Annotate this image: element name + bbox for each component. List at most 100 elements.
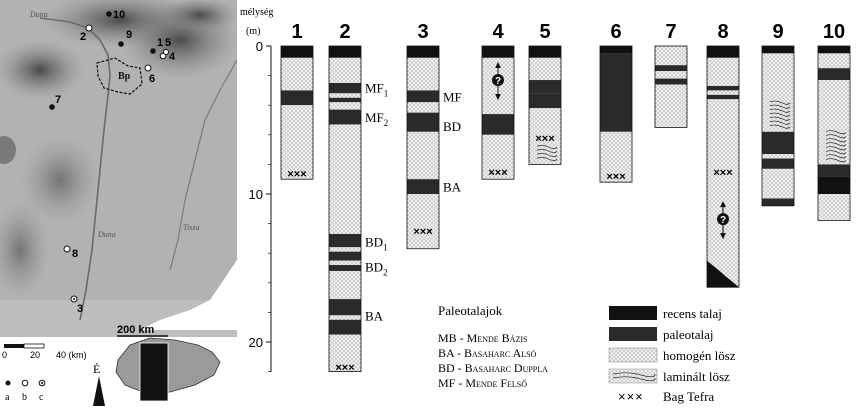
paleosol-item: BD - Basaharc Duppla [438,361,548,375]
depth-axis-title: mélység [240,7,273,18]
layer-paleo [329,233,361,248]
column-number: 6 [610,21,621,43]
layer-homogen [407,131,439,180]
column-4: 4 ×××? [481,21,515,180]
location-map: Duna Duna Tisza Bp 1 2 3 4 5 6 7 8 9 10 … [0,0,240,415]
horizon-label: MF2 [365,110,388,128]
column-outline [406,45,440,250]
layer-homogen [707,90,739,95]
layer-laminalt [762,97,794,132]
layer-recens [407,46,439,58]
tephra-mark: ××× [606,171,625,183]
depth-tick-label: 20 [249,335,263,350]
layer-paleo [482,114,514,135]
column-number: 1 [291,21,302,43]
lamination-lines [769,100,791,129]
layer-paleo [329,265,361,271]
layer-paleo [407,90,439,103]
site-marker-8 [63,245,71,253]
layer-homogen [529,57,561,81]
bukk-hills [160,0,240,33]
layer-homogen [482,134,514,180]
horizon-label: MF [443,89,462,104]
layer-homogen [407,102,439,113]
site-marker-4 [159,52,167,60]
outside-area [140,260,237,330]
north-arrow-icon [93,376,105,406]
layer-homogen [407,194,439,249]
site-label-10: 10 [113,9,125,21]
layer-homogen [655,46,687,66]
river-label-danube-south: Duna [97,230,116,239]
column-outline [817,45,851,222]
depth-tick-label: 10 [249,187,263,202]
column-outline [761,45,795,207]
column-number: 2 [339,21,350,43]
site-label-7: 7 [55,94,61,106]
layer-recens [762,46,794,54]
site-label-8: 8 [72,248,78,260]
svg-text:?: ? [495,76,501,87]
river-label-tisza: Tisza [183,223,199,232]
layer-paleo [762,198,794,206]
layer-paleo-wedge [707,260,739,288]
layer-homogen [329,270,361,300]
legend-swatch-recens [609,306,657,320]
layer-recens [329,46,361,58]
legend-tephra-symbol: ××× [618,389,644,404]
site-marker-10 [106,11,112,17]
scale-label-0: 0 [2,350,7,360]
column-9: 9 [761,21,795,207]
column-outline [280,45,314,180]
uncertain-depth-icon [492,74,504,87]
site-marker-1 [150,48,156,54]
layer-paleo [329,83,361,94]
layer-recens [600,46,632,54]
tisza-river [169,59,238,271]
layer-homogen [762,53,794,98]
column-8: 8 ×××? [706,21,740,288]
paleosol-item: MB - Mende Bázis [438,331,527,345]
column-number: 8 [717,21,728,43]
paleosol-item: MF - Mende Felső [438,376,527,390]
horizon-label: MF1 [365,80,388,98]
layer-paleo [329,109,361,125]
layer-paleo [707,85,739,91]
site-marker-7 [49,104,55,110]
tephra-mark: ××× [287,168,306,180]
southwest-hills [0,200,50,300]
legend-label-b: b [22,392,27,403]
layer-recens [818,46,850,54]
layer-homogen [600,131,632,183]
layer-paleo [281,90,313,106]
river-label-danube-north: Duna [29,10,48,19]
depth-axis: mélység (m) 0 10 20 [240,7,273,372]
site-marker-9 [118,41,124,47]
legend-swatch-paleo [609,327,657,341]
layer-homogen [762,168,794,199]
layer-homogen [818,53,850,69]
mecsek-hills [20,135,100,225]
column-outline [654,45,688,128]
layer-homogen [281,57,313,91]
layer-homogen [329,102,361,110]
site-label-5: 5 [165,37,171,49]
layer-homogen [762,154,794,159]
column-outline [599,45,633,183]
horizon-label: BD1 [365,234,388,252]
svg-text:?: ? [720,215,726,226]
layer-recens [482,46,514,58]
tephra-mark: ××× [713,167,732,179]
layer-homogen [818,80,850,128]
site-marker-2 [85,24,93,32]
layer-homogen [407,57,439,91]
site-type-legend: a b c [5,379,46,403]
layer-paleo [762,158,794,169]
lake-balaton [0,136,16,164]
layer-homogen [529,108,561,143]
transdanubian-hills [0,40,85,100]
column-number: 7 [665,21,676,43]
legend-label-laminalt: laminált lösz [663,369,730,384]
scale-label-20: 20 [30,350,40,360]
depth-axis-unit: (m) [246,26,260,37]
